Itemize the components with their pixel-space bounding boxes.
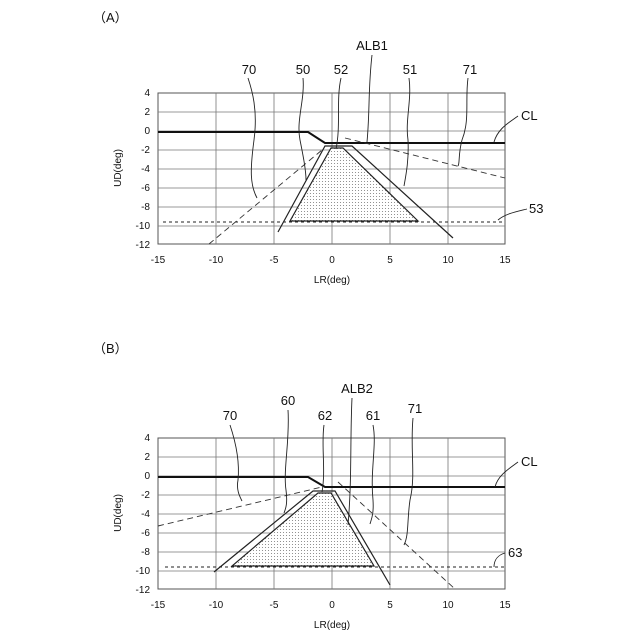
ref-70: 70 <box>242 62 256 77</box>
x-tick-label: -15 <box>151 255 166 266</box>
ref-alb1: ALB1 <box>356 38 388 53</box>
panel-a-x-ticks: -15 -10 -5 0 5 10 15 <box>151 255 511 266</box>
panel-b-label: （B） <box>93 341 128 356</box>
y-tick-label: -8 <box>141 202 150 213</box>
panel-a-y-ticks: 4 2 0 -2 -4 -6 -8 -10 -12 <box>136 88 151 251</box>
panel-b-y-axis-label: UD(deg) <box>113 494 124 532</box>
x-tick-label: -15 <box>151 600 166 611</box>
light-distribution-pattern-63 <box>232 493 374 566</box>
cutoff-line-cl <box>158 477 505 487</box>
panel-b-x-ticks: -15 -10 -5 0 5 10 15 <box>151 600 511 611</box>
x-tick-label: 15 <box>499 255 511 266</box>
ref-50: 50 <box>296 62 310 77</box>
light-distribution-pattern-53 <box>290 148 418 221</box>
ref-62: 62 <box>318 408 332 423</box>
panel-a-x-axis-label: LR(deg) <box>314 275 350 286</box>
y-tick-label: -8 <box>141 547 150 558</box>
y-tick-label: -12 <box>136 585 151 596</box>
panel-b: （B） 4 2 0 -2 -4 -6 -8 -10 -12 <box>93 341 538 631</box>
panel-b-x-axis-label: LR(deg) <box>314 620 350 631</box>
ref-60: 60 <box>281 393 295 408</box>
x-tick-label: 10 <box>442 600 454 611</box>
ref-cl: CL <box>521 108 538 123</box>
x-tick-label: -5 <box>270 600 279 611</box>
y-tick-label: 4 <box>144 88 150 99</box>
y-tick-label: -6 <box>141 183 150 194</box>
x-tick-label: -10 <box>209 600 224 611</box>
ref-63: 63 <box>508 545 522 560</box>
y-tick-label: 4 <box>144 433 150 444</box>
panel-b-y-ticks: 4 2 0 -2 -4 -6 -8 -10 -12 <box>136 433 151 596</box>
panel-a-y-axis-label: UD(deg) <box>113 149 124 187</box>
y-tick-label: 2 <box>144 452 150 463</box>
ref-71: 71 <box>408 401 422 416</box>
y-tick-label: -4 <box>141 509 150 520</box>
x-tick-label: 15 <box>499 600 511 611</box>
ref-cl: CL <box>521 454 538 469</box>
ref-52: 52 <box>334 62 348 77</box>
cutoff-line-cl <box>158 132 505 143</box>
ref-70: 70 <box>223 408 237 423</box>
y-tick-label: 0 <box>144 471 150 482</box>
y-tick-label: -10 <box>136 221 151 232</box>
panel-a: （A） 4 2 0 -2 -4 -6 -8 -10 -1 <box>93 10 543 286</box>
y-tick-label: -2 <box>141 490 150 501</box>
x-tick-label: 0 <box>329 255 335 266</box>
ref-71: 71 <box>463 62 477 77</box>
x-tick-label: 10 <box>442 255 454 266</box>
y-tick-label: -10 <box>136 566 151 577</box>
y-tick-label: 0 <box>144 126 150 137</box>
x-tick-label: 5 <box>387 255 393 266</box>
ref-alb2: ALB2 <box>341 381 373 396</box>
x-tick-label: 5 <box>387 600 393 611</box>
y-tick-label: -4 <box>141 164 150 175</box>
y-tick-label: -12 <box>136 240 151 251</box>
ref-53: 53 <box>529 201 543 216</box>
ref-51: 51 <box>403 62 417 77</box>
ref-61: 61 <box>366 408 380 423</box>
y-tick-label: 2 <box>144 107 150 118</box>
x-tick-label: -5 <box>270 255 279 266</box>
panel-a-label: （A） <box>93 10 128 25</box>
y-tick-label: -2 <box>141 145 150 156</box>
x-tick-label: -10 <box>209 255 224 266</box>
x-tick-label: 0 <box>329 600 335 611</box>
y-tick-label: -6 <box>141 528 150 539</box>
